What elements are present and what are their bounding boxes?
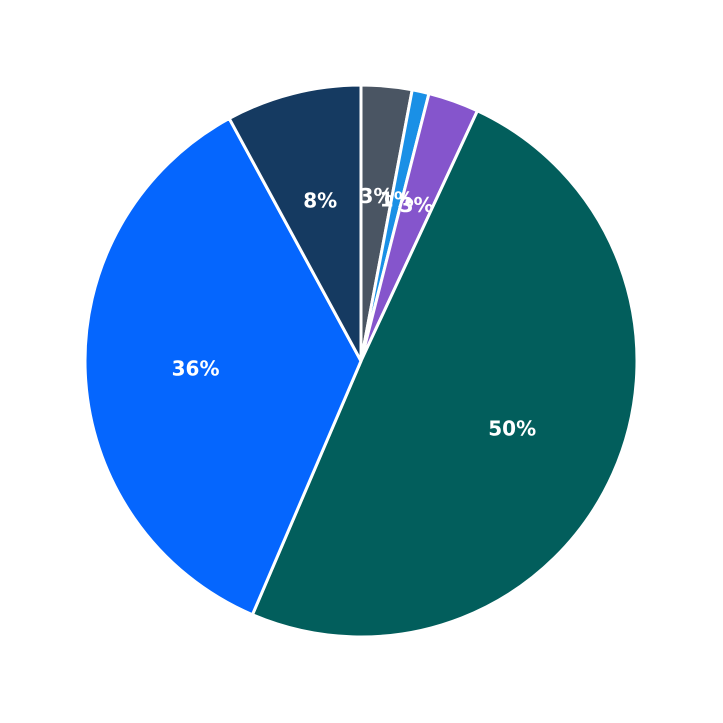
pie-slice	[83, 116, 363, 617]
slice-percent-label: 1%	[380, 187, 414, 211]
slice-percent-label: 50%	[488, 417, 536, 441]
pie-slice	[227, 83, 363, 363]
slice-percent-label: 36%	[172, 357, 220, 381]
pie-labels: 3%1%3% 50% 36% 8%	[172, 184, 537, 440]
slice-percent-label: 3%	[400, 193, 434, 217]
slice-percent-label: 3%	[359, 184, 393, 208]
slice-percent-label: 8%	[303, 189, 337, 213]
pie-slice	[250, 109, 639, 639]
pie-slices	[83, 83, 639, 639]
